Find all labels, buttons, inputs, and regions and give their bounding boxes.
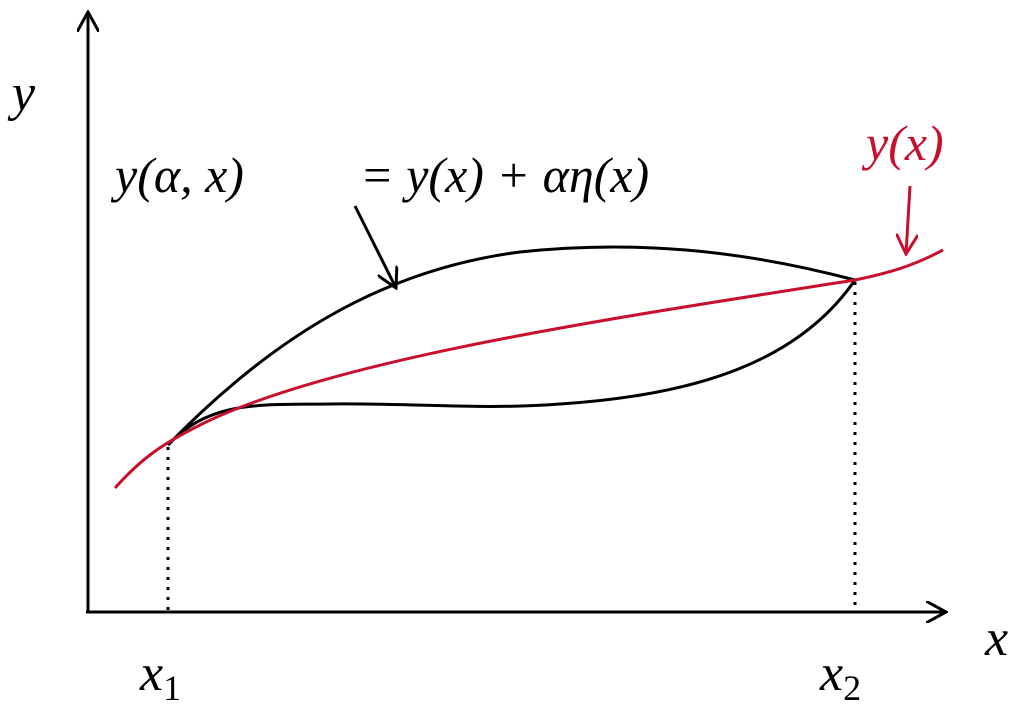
true-curve	[113, 248, 944, 489]
true-pointer	[906, 185, 910, 254]
x1-label: x1	[139, 645, 181, 704]
varied-curve-lower	[166, 279, 857, 447]
x2-subscript: 2	[843, 668, 861, 704]
y-axis-label: y	[7, 65, 36, 122]
x1-subscript: 1	[163, 668, 181, 704]
x1-base: x	[139, 645, 163, 702]
varied-curve-upper	[166, 245, 856, 447]
x2-base: x	[819, 645, 843, 702]
varied-pointer	[353, 205, 396, 288]
x-axis-label: x	[984, 610, 1008, 667]
true-path-label: y(x)	[861, 115, 944, 171]
x2-label: x2	[819, 645, 861, 704]
varied-formula: = y(x) + αη(x)	[360, 147, 649, 203]
varied-path-label: y(α, x)	[110, 147, 244, 203]
